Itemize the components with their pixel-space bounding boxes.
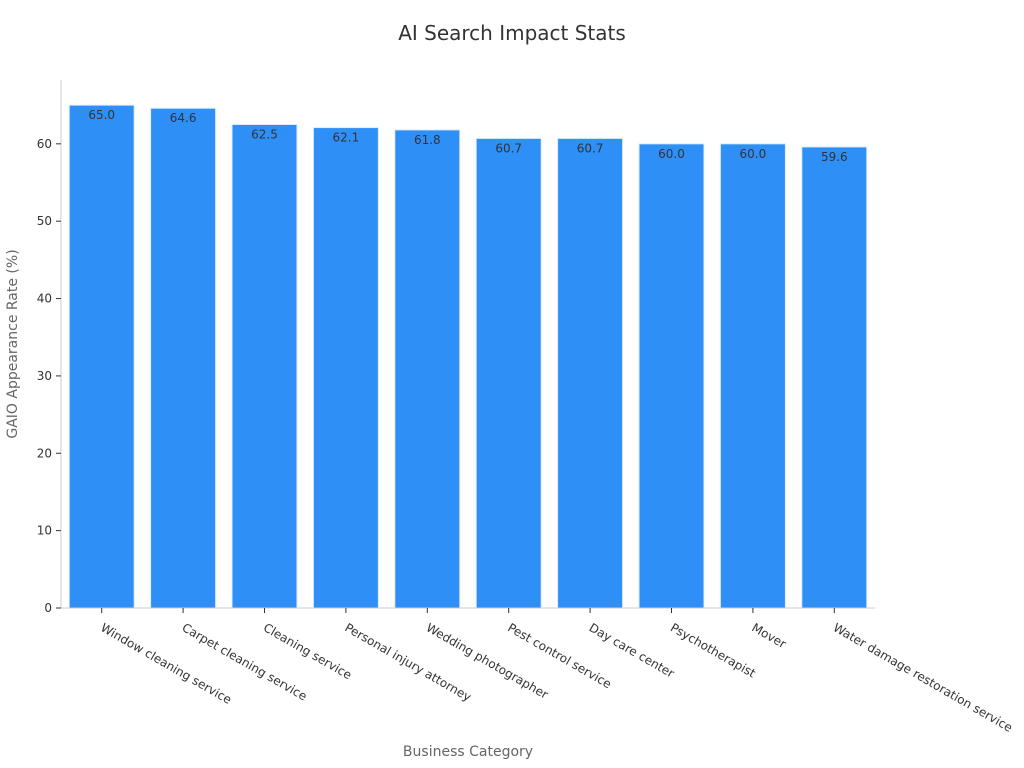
bar [68,104,135,609]
y-tick-label: 10 [37,524,52,538]
bar-value-label: 60.7 [495,141,522,155]
y-tick-label: 50 [37,214,52,228]
bar-value-label: 65.0 [88,108,115,122]
y-tick-label: 20 [37,446,52,460]
bar-value-label: 59.6 [821,150,848,164]
bar-value-label: 62.5 [251,127,278,141]
y-axis-title: GAIO Appearance Rate (%) [5,249,21,438]
bar-value-label: 60.7 [577,141,604,155]
bar-value-label: 61.8 [414,133,441,147]
bars: 65.0 64.6 62.5 62.1 61.8 60.7 60.7 60.0 60.0 59.6 [68,104,868,609]
bar [312,127,379,609]
y-tick-label: 0 [44,601,52,615]
y-tick-label: 30 [37,369,52,383]
bar [231,123,298,609]
x-tick-label: Psychotherapist [668,620,758,680]
bar-value-label: 62.1 [333,131,360,145]
y-axis: 0 10 20 30 40 50 60 [37,80,62,615]
bar [475,137,542,609]
bar [394,129,461,609]
bar [638,143,705,609]
bar-value-label: 60.0 [658,147,685,161]
bar [557,137,624,609]
bar-value-label: 60.0 [740,147,767,161]
y-tick-label: 60 [37,137,52,151]
y-tick-label: 40 [37,292,52,306]
x-tick-label: Water damage restoration service [831,620,1015,734]
x-axis-title: Business Category [403,744,533,760]
bar [150,107,217,609]
bar [719,143,786,609]
x-tick-label: Mover [749,620,788,651]
x-tick-label: Window cleaning service [98,620,234,707]
chart-title: AI Search Impact Stats [398,21,626,45]
bar [801,146,868,609]
bar-value-label: 64.6 [170,111,197,125]
